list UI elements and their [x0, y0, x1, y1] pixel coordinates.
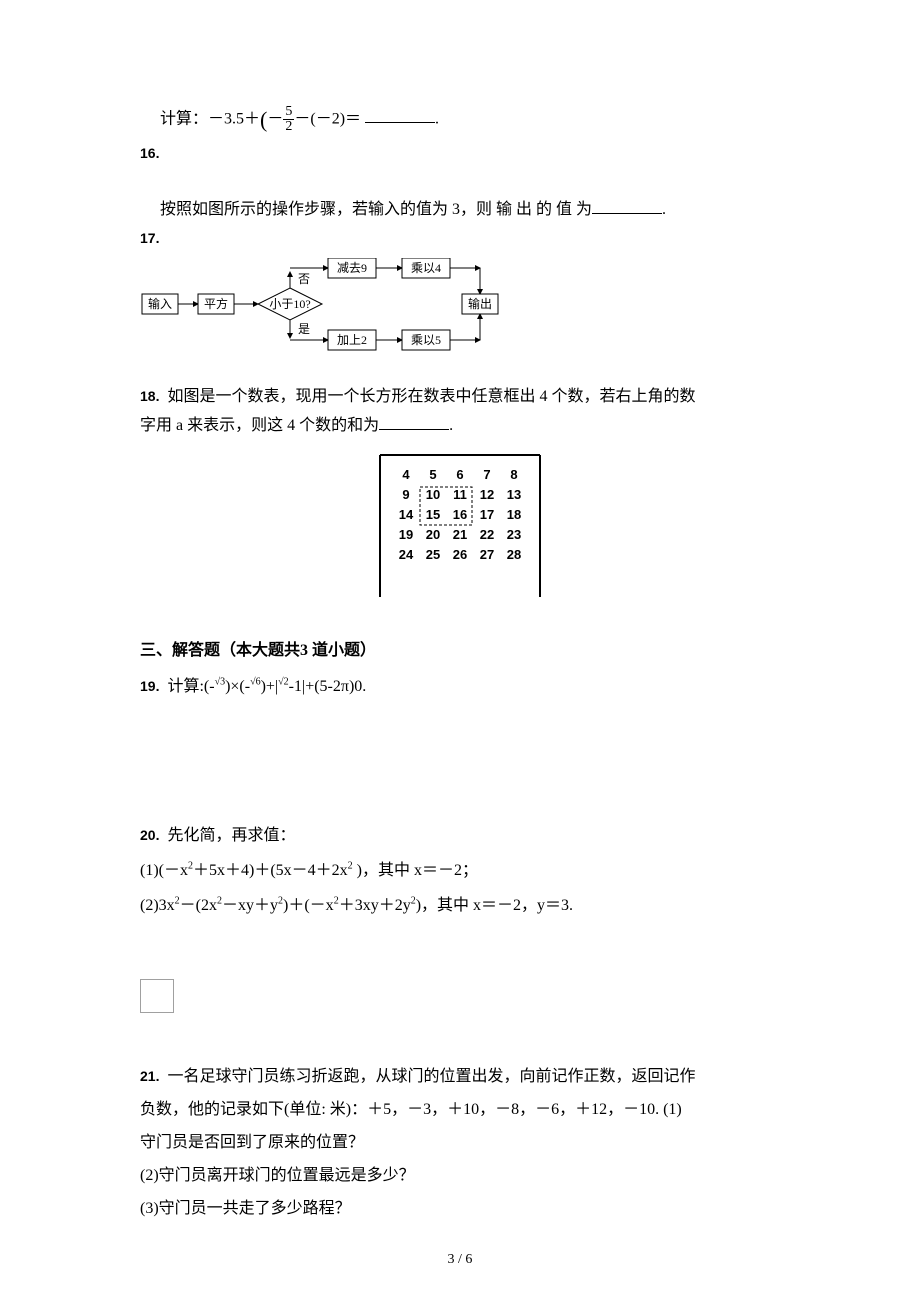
q18-line1: 如图是一个数表，现用一个长方形在数表中任意框出 4 个数，若右上角的数: [167, 388, 695, 405]
cell: 26: [453, 547, 467, 562]
pi: π: [341, 678, 349, 695]
cell: 19: [399, 527, 413, 542]
question-21: 21. 一名足球守门员练习折返跑，从球门的位置出发，向前记作正数，返回记作 负数…: [140, 1063, 780, 1223]
cell: 25: [426, 547, 440, 562]
q20-l2f: )，其中 x＝－2，y＝3.: [416, 897, 573, 914]
q20-l1a: (1)(－x: [140, 862, 188, 879]
cell: 23: [507, 527, 521, 542]
cell: 18: [507, 507, 521, 522]
question-19: 19. 计算:(-√3)×(-√6)+|√2-1|+(5-2π)0.: [140, 673, 780, 702]
q20-l2b: －(2x: [180, 897, 217, 914]
cell: 13: [507, 487, 521, 502]
flow-output: 输出: [468, 296, 492, 311]
q20-l2d: )＋(－x: [283, 897, 334, 914]
number-table: 4 5 6 7 8 9 10 11 12 13 14 15 16 17 18 1…: [360, 447, 560, 597]
flow-lt10: 小于10?: [269, 297, 310, 311]
q18-num: 18.: [140, 388, 159, 404]
cell: 21: [453, 527, 467, 542]
q21-l4: (2)守门员离开球门的位置最远是多少？: [140, 1162, 780, 1191]
question-16: 计算：－3.5＋(－52－(－2)＝ . 16.: [140, 100, 780, 168]
section-3-title: 三、解答题（本大题共3 道小题）: [140, 637, 780, 666]
frac-den: 2: [283, 120, 294, 134]
two: 2)＝: [332, 110, 361, 127]
flow-input: 输入: [148, 296, 172, 311]
cell: 9: [402, 487, 409, 502]
cell: 24: [399, 547, 414, 562]
table-numbers: 4 5 6 7 8 9 10 11 12 13 14 15 16 17 18 1…: [399, 467, 521, 562]
cell: 16: [453, 507, 467, 522]
flow-mul4: 乘以4: [411, 261, 441, 275]
cell: 5: [429, 467, 436, 482]
q20-l1c: )，其中 x＝－2；: [353, 862, 478, 879]
q21-num: 21.: [140, 1068, 159, 1084]
q21-l5: (3)守门员一共走了多少路程？: [140, 1195, 780, 1224]
cell: 6: [456, 467, 463, 482]
q18-line2a: 字用 a 来表示，则这 4 个数的和为: [140, 417, 379, 434]
q20-l2e: ＋3xy＋2y: [339, 897, 411, 914]
q17-num: 17.: [140, 230, 159, 246]
sqrt3: √3: [215, 677, 226, 688]
blank-16: [365, 107, 435, 123]
cell: 11: [453, 487, 467, 502]
cell: 8: [510, 467, 517, 482]
period: .: [662, 201, 666, 218]
flow-add2: 加上2: [337, 333, 367, 347]
frac-num: 5: [283, 105, 294, 120]
q16-num: 16.: [140, 145, 159, 161]
q21-l3: 守门员是否回到了原来的位置？: [140, 1129, 780, 1158]
q19-prefix: 计算:(-: [167, 678, 214, 695]
flow-square: 平方: [204, 296, 228, 311]
q20-num: 20.: [140, 827, 159, 843]
period: .: [449, 417, 453, 434]
q16-text: 计算：－3.5＋: [160, 110, 260, 127]
neg: －: [267, 110, 283, 127]
question-20: 20. 先化简，再求值： (1)(－x2＋5x＋4)＋(5x－4＋2x2 )，其…: [140, 822, 780, 920]
cell: 10: [426, 487, 440, 502]
cell: 12: [480, 487, 494, 502]
question-17: 按照如图所示的操作步骤，若输入的值为 3，则 输 出 的 值 为. 17. 输入…: [140, 196, 780, 353]
period: .: [435, 110, 439, 127]
minus: －(－: [294, 110, 331, 127]
q21-l2: 负数，他的记录如下(单位: 米)：＋5，－3，＋10，－8，－6，＋12，－10…: [140, 1096, 780, 1125]
q19-end: )0.: [349, 678, 366, 695]
flowchart: 输入 平方 小于10? 否 减去9 乘以4 是 加上2: [140, 258, 780, 353]
q20-title: 先化简，再求值：: [167, 827, 295, 844]
q19-m3: -1|+(5-2: [289, 678, 341, 695]
sqrt2: √2: [278, 677, 289, 688]
flow-sub9: 减去9: [337, 261, 367, 275]
cell: 17: [480, 507, 494, 522]
cell: 22: [480, 527, 494, 542]
q20-l2c: －xy＋y: [222, 897, 278, 914]
q20-l2a: (2)3x: [140, 897, 175, 914]
q19-m1: )×(-: [225, 678, 250, 695]
blank-17: [592, 198, 662, 214]
flow-mul5: 乘以5: [411, 333, 441, 347]
placeholder-box: [140, 979, 174, 1013]
cell: 7: [483, 467, 490, 482]
q19-num: 19.: [140, 678, 159, 694]
cell: 4: [402, 467, 410, 482]
q17-text: 按照如图所示的操作步骤，若输入的值为 3，则 输 出 的 值 为: [160, 201, 592, 218]
flow-yes: 是: [298, 322, 310, 336]
cell: 28: [507, 547, 521, 562]
q21-l1: 一名足球守门员练习折返跑，从球门的位置出发，向前记作正数，返回记作: [167, 1068, 695, 1085]
question-18: 18. 如图是一个数表，现用一个长方形在数表中任意框出 4 个数，若右上角的数 …: [140, 383, 780, 597]
fraction-5-2: 52: [283, 105, 294, 134]
q20-l1b: ＋5x＋4)＋(5x－4＋2x: [193, 862, 348, 879]
flowchart-svg: 输入 平方 小于10? 否 减去9 乘以4 是 加上2: [140, 258, 580, 353]
sqrt6: √6: [250, 677, 261, 688]
cell: 20: [426, 527, 440, 542]
blank-18: [379, 414, 449, 430]
cell: 15: [426, 507, 440, 522]
cell: 14: [399, 507, 414, 522]
flow-no: 否: [298, 272, 310, 286]
cell: 27: [480, 547, 494, 562]
q19-m2: )+|: [261, 678, 279, 695]
page-footer: 3 / 6: [0, 1247, 920, 1272]
